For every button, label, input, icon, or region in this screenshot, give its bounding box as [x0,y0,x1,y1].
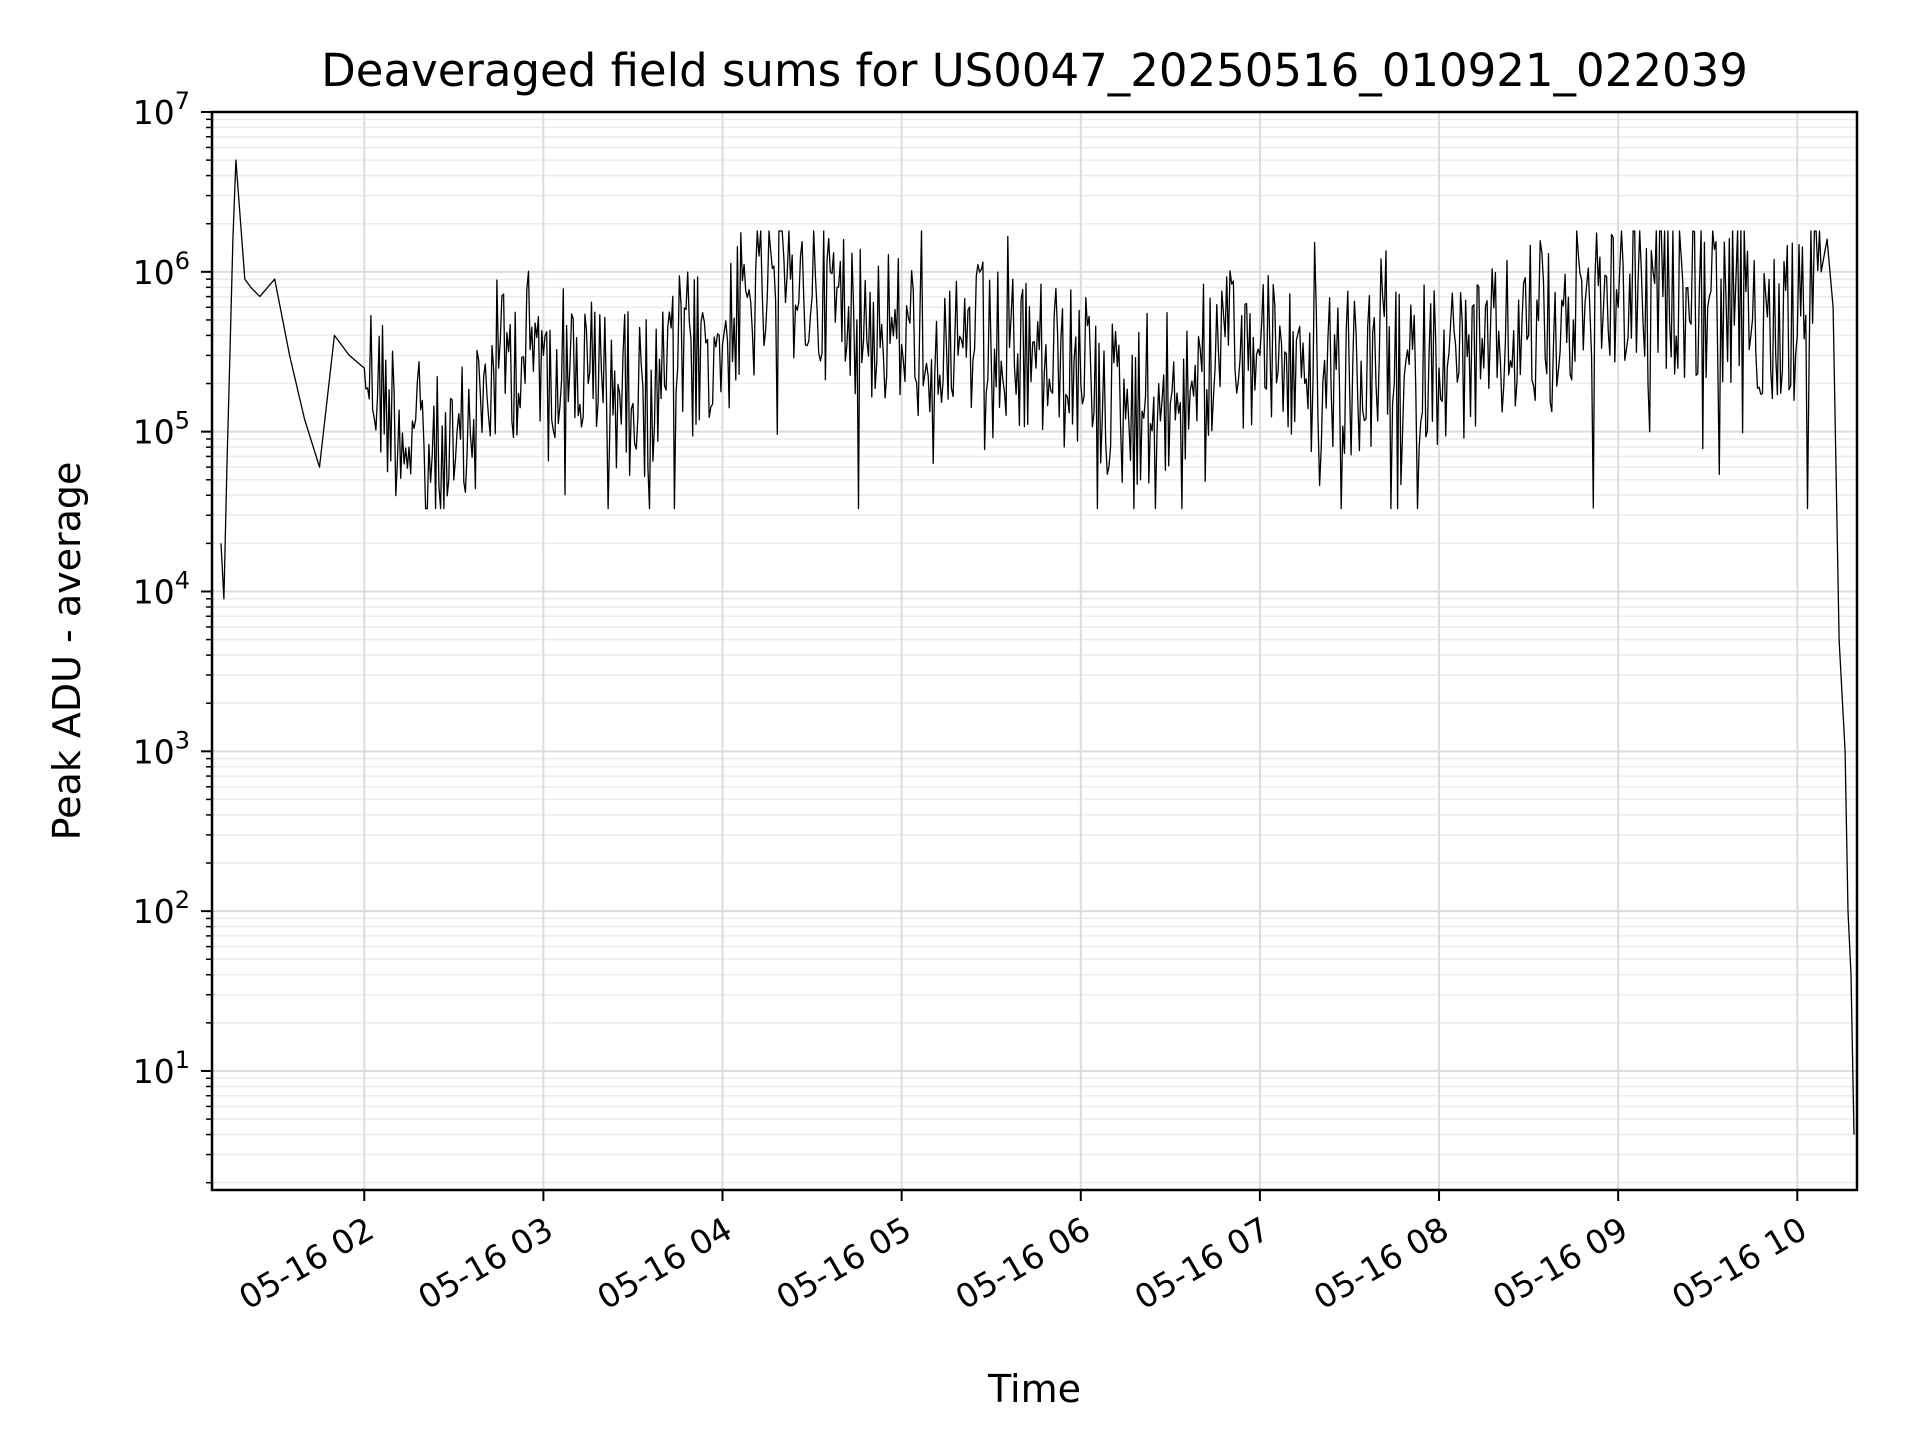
y-tick-label: 102 [133,886,190,931]
y-tick-label: 101 [133,1046,190,1091]
plot-frame [210,110,1859,1192]
grid [212,111,1857,1190]
series [220,159,1855,1135]
y-tick-label: 107 [133,87,190,132]
y-tick-label: 106 [133,247,190,292]
y-tick-label: 104 [133,566,190,611]
y-axis-title: Peak ADU - average [45,462,89,841]
chart-title: Deaveraged field sums for US0047_2025051… [321,44,1748,97]
series-line [220,159,1855,1135]
x-axis-title: Time [987,1367,1081,1411]
y-tick-label: 105 [133,407,190,452]
y-tick-label: 103 [133,726,190,771]
